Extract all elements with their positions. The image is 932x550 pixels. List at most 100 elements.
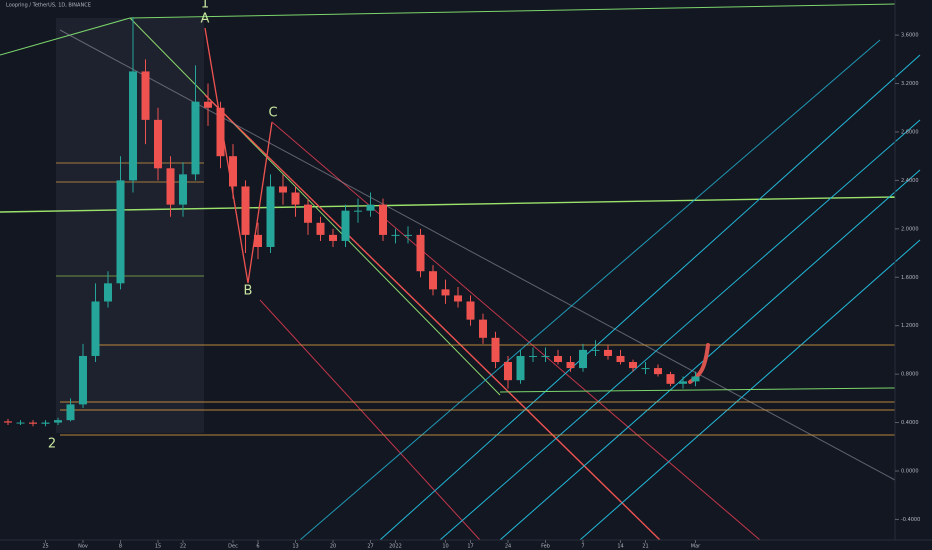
candle-body [29, 422, 37, 424]
candle-body [304, 204, 312, 223]
candle-body [66, 404, 75, 421]
candle-body [341, 210, 350, 241]
candle-body [191, 101, 200, 175]
annotation: A [201, 12, 210, 27]
y-tick-label: 2.8000 [901, 129, 919, 135]
candle-body [279, 186, 287, 193]
y-tick-label: 0.8000 [901, 372, 919, 378]
x-tick-label: 6 [256, 544, 259, 550]
candle-body [391, 234, 400, 236]
pitchfork-line [379, 54, 921, 541]
candle-body [441, 289, 450, 296]
y-tick-label: 3.6000 [901, 33, 919, 39]
candle-body [654, 368, 662, 375]
candle-body [379, 204, 387, 235]
candle-body [566, 362, 575, 369]
x-tick-label: 21 [642, 544, 648, 550]
candle-body [479, 319, 487, 338]
candle-body [554, 355, 562, 363]
candle-body [679, 381, 687, 384]
candle-body [404, 234, 412, 236]
y-tick-label: 2.4000 [901, 178, 919, 184]
candle-body [79, 355, 87, 405]
candle-body [329, 234, 337, 241]
x-tick-label: 24 [505, 544, 511, 550]
y-tick-label: 3.2000 [901, 81, 919, 87]
x-tick-label: 15 [155, 544, 161, 550]
candle-body [241, 186, 250, 235]
x-tick-label: Nov [78, 544, 88, 550]
candle-body [491, 337, 500, 363]
candle-body [579, 349, 587, 369]
candle-body [541, 355, 550, 357]
wave-line [247, 121, 273, 284]
annotation: B [244, 284, 253, 299]
candle-body [54, 420, 62, 423]
candle-body [366, 204, 375, 211]
candle-body [116, 180, 125, 284]
candle-body [91, 301, 100, 356]
candle-body [229, 156, 237, 187]
wave-line [204, 27, 249, 284]
x-tick-label: 13 [292, 544, 298, 550]
candle-body [429, 271, 437, 290]
candle-body [16, 422, 25, 424]
candle-body [691, 376, 700, 382]
trend-line [0, 196, 896, 213]
candle-body [641, 368, 650, 370]
candle-body [4, 421, 12, 423]
candle-body [516, 355, 525, 381]
candle-body [141, 71, 150, 120]
candle-body [266, 186, 275, 247]
x-tick-label: 14 [617, 544, 623, 550]
pitchfork-line [499, 169, 921, 541]
x-tick-label: 22 [180, 544, 186, 550]
candle-body [354, 210, 362, 212]
candle-body [291, 192, 300, 205]
candle-body [204, 101, 212, 108]
y-tick-label: -0.4000 [901, 517, 920, 523]
trend-line [129, 17, 501, 396]
candle-body [629, 362, 637, 369]
candle-body [466, 301, 475, 320]
annotation: C [268, 106, 277, 121]
x-tick-label: 8 [119, 544, 122, 550]
x-tick-label: 2022 [389, 544, 402, 550]
candle-body [604, 349, 612, 356]
candle-body [41, 422, 50, 424]
candle-body [591, 349, 600, 351]
level-line [499, 387, 896, 393]
y-tick-label: 0.4000 [901, 420, 919, 426]
candle-body [154, 119, 162, 169]
candle-body [666, 374, 675, 384]
channel-line [271, 121, 761, 541]
candle-body [316, 222, 325, 235]
x-tick-label: 17 [467, 544, 473, 550]
chart-title: Loopring / TetherUS, 1D, BINANCE [6, 3, 91, 9]
candle-body [416, 234, 425, 272]
x-tick-label: 10 [442, 544, 448, 550]
annotation: 2 [48, 437, 56, 452]
candle-body [166, 168, 175, 205]
trend-line [129, 3, 896, 19]
candle-body [179, 174, 187, 205]
y-tick-label: 1.6000 [901, 275, 919, 281]
y-tick-label: 2.0000 [901, 226, 919, 232]
x-tick-label: 20 [330, 544, 336, 550]
x-tick-label: 7 [581, 544, 584, 550]
annotation: 1 [201, 0, 209, 12]
y-tick-label: 1.2000 [901, 323, 919, 329]
pitchfork-line [299, 39, 881, 541]
x-tick-label: 27 [367, 544, 373, 550]
candle-body [454, 295, 462, 302]
x-tick-label: Mar [691, 544, 701, 550]
channel-line [259, 299, 481, 541]
pitchfork-line [579, 239, 921, 541]
candle-body [216, 107, 225, 157]
candle-body [504, 362, 512, 381]
candle-body [529, 355, 537, 357]
candle-body [104, 283, 112, 302]
trend-line [0, 17, 131, 56]
x-tick-label: 25 [42, 544, 48, 550]
